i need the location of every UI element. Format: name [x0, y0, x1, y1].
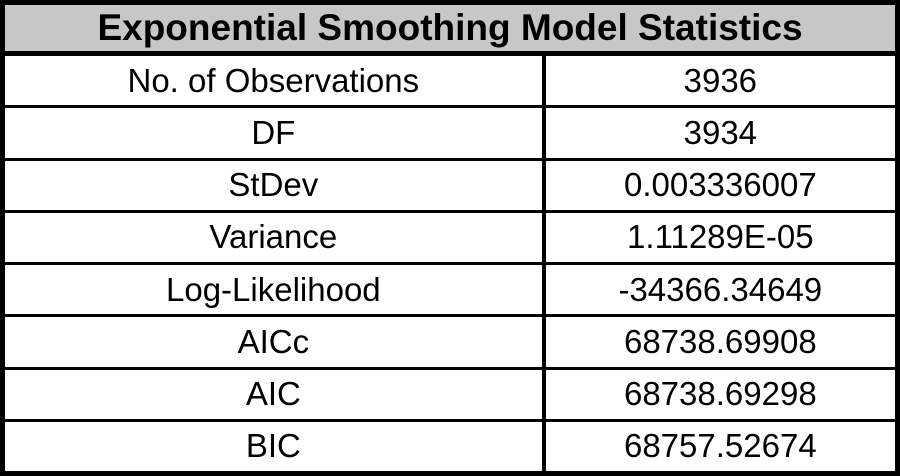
table-row: BIC 68757.52674 [5, 418, 895, 471]
table-title: Exponential Smoothing Model Statistics [5, 5, 895, 56]
table-row: Variance 1.11289E-05 [5, 209, 895, 262]
table-row: AICc 68738.69908 [5, 314, 895, 367]
table-row: No. of Observations 3936 [5, 56, 895, 106]
table-body: No. of Observations 3936 DF 3934 StDev 0… [5, 56, 895, 471]
stat-label: BIC [245, 427, 301, 465]
stat-label: No. of Observations [127, 61, 420, 99]
stat-value: 68738.69908 [541, 317, 895, 367]
table-row: StDev 0.003336007 [5, 157, 895, 210]
stat-value: 68738.69298 [541, 369, 895, 419]
stat-value: 68757.52674 [541, 421, 895, 471]
stat-label: DF [251, 113, 296, 151]
stat-label: Variance [209, 218, 338, 256]
table-row: Log-Likelihood -34366.34649 [5, 262, 895, 315]
stat-value: 0.003336007 [541, 160, 895, 210]
stat-label: Log-Likelihood [165, 270, 381, 308]
table-row: DF 3934 [5, 105, 895, 158]
stat-value: 3934 [541, 108, 895, 158]
stat-label: StDev [228, 166, 319, 204]
table-row: AIC 68738.69298 [5, 366, 895, 419]
stat-value: 3936 [541, 56, 895, 106]
stat-value: 1.11289E-05 [541, 212, 895, 262]
stat-value: -34366.34649 [541, 265, 895, 315]
stat-label: AICc [237, 322, 310, 360]
stat-label: AIC [245, 375, 301, 413]
